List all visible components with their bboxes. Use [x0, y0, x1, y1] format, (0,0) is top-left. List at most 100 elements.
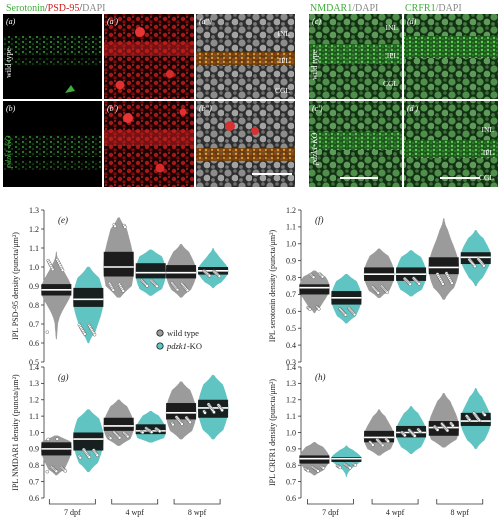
y-axis-label: IPL PSD-95 density (puncta/μm²)	[11, 232, 20, 340]
y-tick-label: 1.2	[29, 225, 39, 234]
data-point	[320, 275, 325, 279]
data-point	[483, 413, 487, 417]
y-tick-label: 0.7	[286, 290, 296, 299]
data-point	[308, 307, 312, 312]
data-point	[54, 469, 59, 474]
group-label-wild-type: wild type	[310, 50, 319, 80]
panel-label: (a'')	[199, 17, 212, 26]
header-crfr1: CRFR1	[405, 3, 436, 14]
data-point	[220, 408, 224, 412]
y-tick-label: 0.9	[286, 256, 296, 265]
data-point	[316, 469, 320, 473]
layer-label: IPL	[387, 51, 399, 60]
group-label-wild-type: wild type	[4, 48, 13, 78]
layer-label: IPL	[279, 56, 291, 65]
micrograph-a-prime: (a')	[104, 14, 194, 99]
data-point	[306, 468, 310, 473]
data-point	[111, 288, 116, 292]
data-point	[50, 267, 55, 272]
panel-label: (e)	[58, 215, 68, 225]
panel-label: (h)	[315, 372, 326, 382]
violin-wild-type	[428, 392, 460, 448]
y-tick-label: 1.0	[286, 428, 296, 437]
data-point	[473, 264, 477, 269]
data-point	[45, 330, 50, 334]
data-point	[78, 455, 83, 460]
panel-label: (g)	[58, 372, 69, 382]
x-group-label: 4 wpf	[125, 508, 144, 517]
legend-swatch-wild-type	[156, 329, 164, 337]
data-point	[450, 281, 454, 285]
data-point	[180, 422, 184, 426]
y-tick-label: 0.6	[29, 339, 39, 348]
legend-label-pdzk1-ko: pdzk1-KO	[166, 341, 202, 351]
y-tick-label: 0.9	[29, 282, 39, 291]
data-point	[95, 453, 100, 457]
panel-label: (d)	[407, 17, 417, 26]
micrograph-d-prime: (d') INL IPL CGL	[404, 101, 498, 187]
y-tick-label: 0.6	[286, 494, 296, 503]
y-tick-label: 0.3	[286, 358, 296, 367]
data-point	[149, 430, 154, 434]
data-point	[408, 282, 412, 287]
layer-label: INL	[278, 29, 291, 38]
y-axis-label: IPL serotonin density (puncta/μm²)	[268, 229, 277, 342]
micrograph-d: (d)	[404, 14, 498, 99]
y-tick-label: 0.9	[29, 445, 39, 454]
panel-label: (a)	[6, 17, 16, 26]
iqr-band	[299, 455, 330, 464]
y-tick-label: 0.8	[286, 273, 296, 282]
y-tick-label: 0.7	[29, 320, 39, 329]
header-psd95: PSD-95	[48, 3, 80, 14]
y-tick-label: 1.0	[29, 428, 39, 437]
group-bracket	[111, 499, 159, 505]
group-label-pdzk1-ko: pdzk1-KO	[4, 135, 13, 169]
y-tick-label: 1.4	[29, 363, 39, 372]
data-point	[212, 410, 216, 414]
violin-chart-h: 0.6 0.7 0.8 0.9 1.0 1.1 1.2 1.3 1.4 IPL CRFR1 den…	[268, 363, 492, 503]
data-point	[140, 430, 145, 435]
micrograph-c: (c) INL IPL CGL	[309, 14, 402, 99]
x-group-label: 4 wpf	[386, 508, 405, 517]
data-point	[445, 428, 450, 433]
iqr-band	[135, 263, 166, 279]
data-point	[87, 455, 92, 459]
data-point	[63, 469, 68, 473]
data-point	[348, 466, 352, 470]
group-bracket	[307, 499, 354, 505]
y-tick-label: 0.4	[286, 341, 296, 350]
panel-label: (c)	[312, 17, 321, 26]
y-tick-label: 1.3	[286, 379, 296, 388]
y-tick-label: 1.3	[29, 379, 39, 388]
iqr-band	[166, 403, 197, 420]
layer-label: INL	[386, 23, 399, 32]
panel-label: (b')	[107, 104, 118, 113]
x-group-label: 8 wpf	[188, 508, 207, 517]
x-group-label: 7 dpf	[64, 508, 81, 517]
data-point	[311, 275, 316, 279]
data-point	[385, 290, 389, 295]
y-tick-label: 0.7	[29, 477, 39, 486]
panel-label: (f)	[315, 215, 324, 225]
x-group-label: 8 wpf	[451, 508, 470, 517]
panel-label: (c')	[312, 104, 323, 113]
data-point	[157, 429, 162, 433]
y-tick-label: 0.9	[286, 445, 296, 454]
data-point	[441, 282, 445, 286]
iqr-band	[331, 457, 362, 462]
data-point	[117, 436, 122, 440]
data-point	[83, 332, 87, 336]
data-point	[113, 224, 117, 229]
group-label-pdzk1-ko: pdzk1-KO	[310, 132, 319, 166]
header-dapi: DAPI	[82, 3, 105, 14]
data-point	[482, 264, 486, 268]
y-tick-label: 1.1	[29, 244, 39, 253]
data-point	[123, 225, 127, 229]
y-tick-label: 0.8	[29, 461, 39, 470]
data-point	[217, 274, 222, 278]
data-point	[353, 463, 358, 467]
layer-label: IPL	[483, 148, 495, 157]
y-tick-label: 0.8	[29, 301, 39, 310]
header-sep: /	[45, 3, 48, 14]
